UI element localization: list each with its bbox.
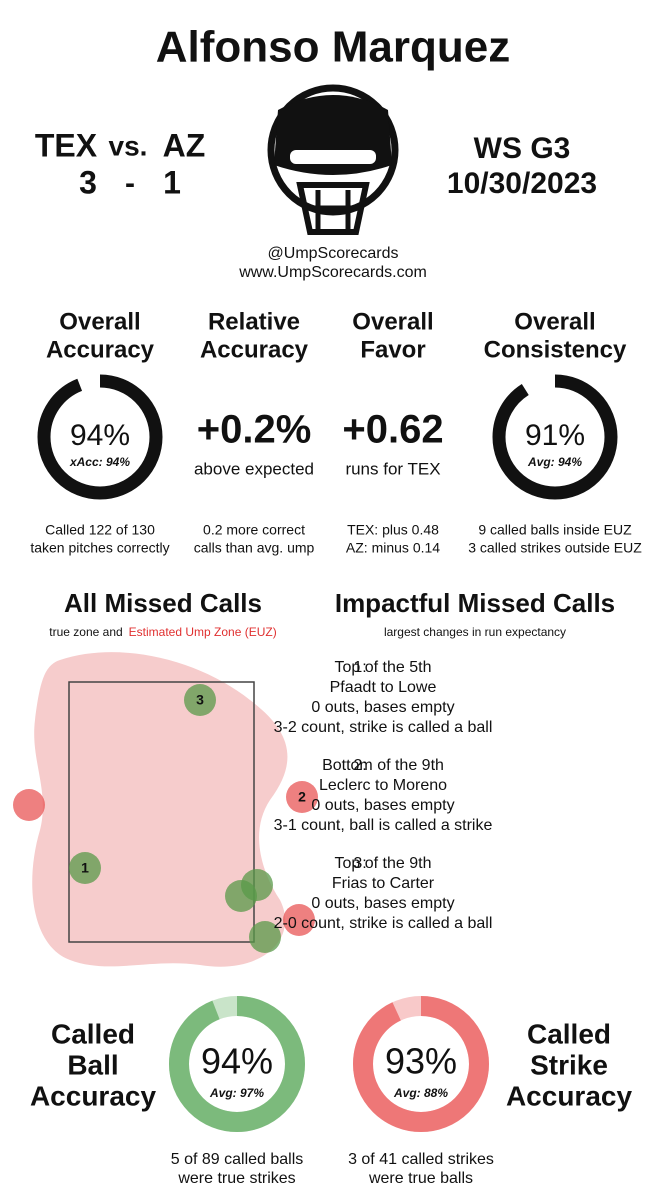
missed-pitch <box>69 852 101 884</box>
metric-note: TEX: plus 0.48 <box>347 522 439 538</box>
website: www.UmpScorecards.com <box>238 264 427 281</box>
metric-value: +0.62 <box>342 408 443 452</box>
date: 10/30/2023 <box>447 167 597 200</box>
section-subtitle: largest changes in run expectancy <box>384 625 566 639</box>
item-line: 3-2 count, strike is called a ball <box>274 719 493 736</box>
item-line: Pfaadt to Lowe <box>330 679 437 696</box>
item-number: 1: <box>353 659 366 676</box>
gauge-sub: Avg: 97% <box>209 1086 264 1100</box>
item-number: 3: <box>353 855 366 872</box>
metric-title: Accuracy <box>200 336 309 363</box>
called-title: Called <box>51 1018 135 1049</box>
called-note: were true balls <box>368 1170 473 1187</box>
subtitle-highlight: Estimated Ump Zone (EUZ) <box>129 625 277 639</box>
item-line: 0 outs, bases empty <box>311 797 454 814</box>
metric-note: 0.2 more correct <box>203 522 305 538</box>
title: Alfonso Marquez <box>156 23 510 72</box>
metric-caption: above expected <box>194 459 314 478</box>
metric-title: Favor <box>360 336 425 363</box>
euz-region <box>32 652 288 967</box>
home-score: 1 <box>163 164 181 200</box>
missed-pitch <box>283 904 315 936</box>
missed-pitch <box>249 921 281 953</box>
called-note: were true strikes <box>177 1170 295 1187</box>
section-title: Impactful Missed Calls <box>335 588 615 618</box>
metric-title: Relative <box>208 308 300 335</box>
gauge-arc <box>492 374 618 500</box>
metric-title: Accuracy <box>46 336 155 363</box>
section-title: All Missed Calls <box>64 588 262 618</box>
game: WS G3 <box>474 132 571 165</box>
item-line: Frias to Carter <box>332 875 435 892</box>
gauge-sub: Avg: 94% <box>527 455 582 469</box>
called-title: Strike <box>530 1049 608 1080</box>
away-team: TEX <box>35 127 98 163</box>
gauge-value: 94% <box>201 1041 273 1082</box>
item-line: 0 outs, bases empty <box>311 895 454 912</box>
metric-note: 9 called balls inside EUZ <box>478 522 632 538</box>
gauge-arc <box>353 996 489 1132</box>
metric-note: Called 122 of 130 <box>45 522 155 538</box>
pitch-label: 3 <box>196 692 204 708</box>
missed-pitch <box>225 880 257 912</box>
item-line: Top of the 5th <box>335 659 432 676</box>
item-line: Bottom of the 9th <box>322 757 444 774</box>
called-title: Accuracy <box>30 1080 157 1111</box>
metric-caption: runs for TEX <box>345 459 440 478</box>
gauge-arc <box>169 996 305 1132</box>
away-score: 3 <box>79 164 97 200</box>
dash: - <box>125 167 135 200</box>
metric-note: calls than avg. ump <box>194 540 315 556</box>
called-note: 3 of 41 called strikes <box>348 1151 494 1168</box>
metric-title: Consistency <box>484 336 627 363</box>
pitch-label: 1 <box>81 860 89 876</box>
gauge-arc <box>37 374 163 500</box>
metric-value: +0.2% <box>197 408 312 452</box>
missed-pitch <box>13 789 45 821</box>
called-note: 5 of 89 called balls <box>171 1151 304 1168</box>
called-title: Ball <box>67 1049 118 1080</box>
item-line: 2-0 count, strike is called a ball <box>274 915 493 932</box>
umpire-mask-icon <box>267 84 399 235</box>
gauge-value: 94% <box>70 419 130 452</box>
called-title: Accuracy <box>506 1080 633 1111</box>
handle: @UmpScorecards <box>268 245 399 262</box>
item-number: 2: <box>353 757 366 774</box>
item-line: Leclerc to Moreno <box>319 777 447 794</box>
metric-note: 3 called strikes outside EUZ <box>468 540 642 556</box>
item-line: 0 outs, bases empty <box>311 699 454 716</box>
missed-pitch <box>184 684 216 716</box>
metric-note: taken pitches correctly <box>30 540 169 556</box>
metric-title: Overall <box>352 308 433 335</box>
gauge-sub: xAcc: 94% <box>69 455 130 469</box>
vs: vs. <box>109 130 148 161</box>
item-line: 3-1 count, ball is called a strike <box>274 817 493 834</box>
metric-title: Overall <box>59 308 140 335</box>
missed-calls-plot <box>32 652 288 967</box>
gauge-value: 93% <box>385 1041 457 1082</box>
pitch-label: 2 <box>298 789 306 805</box>
gauge-value: 91% <box>525 419 585 452</box>
strike-zone <box>68 681 255 943</box>
home-team: AZ <box>163 127 206 163</box>
called-title: Called <box>527 1018 611 1049</box>
gauge-sub: Avg: 88% <box>393 1086 448 1100</box>
subtitle-text: true zone and <box>49 625 122 639</box>
section-subtitle: true zone and Estimated Ump Zone (EUZ) <box>49 625 276 639</box>
metric-title: Overall <box>514 308 595 335</box>
metric-note: AZ: minus 0.14 <box>346 540 440 556</box>
missed-pitch <box>286 781 318 813</box>
item-line: Top of the 9th <box>335 855 432 872</box>
